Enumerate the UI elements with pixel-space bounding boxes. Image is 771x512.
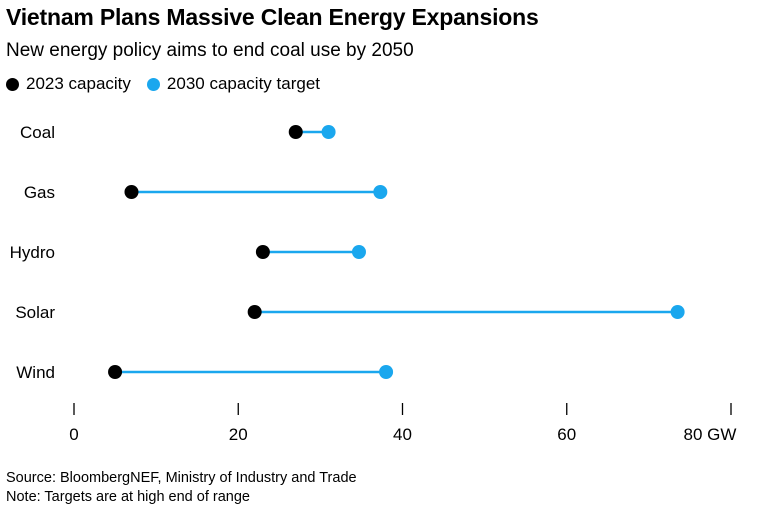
dot-2030-wind (379, 365, 394, 379)
legend-label-2030-target: 2030 capacity target (166, 74, 321, 93)
dot-2023-coal (288, 125, 303, 139)
dot-2030-gas (373, 185, 388, 199)
x-tick-label-0: 0 (69, 425, 78, 444)
footnote: Note: Targets are at high end of range (6, 489, 250, 505)
legend-item-2030-target: 2030 capacity target (146, 74, 321, 94)
x-tick-label-80: 80 GW (684, 425, 737, 444)
dot-2030-hydro (351, 245, 366, 259)
chart-subtitle: New energy policy aims to end coal use b… (6, 40, 414, 61)
dot-2023-solar (247, 305, 262, 319)
category-label-wind: Wind (16, 363, 55, 382)
dumbbell-chart: Coal Gas Hydro Solar Wind 0 20 40 60 80 GW (10, 123, 737, 444)
chart-title: Vietnam Plans Massive Clean Energy Expan… (6, 4, 539, 30)
legend-swatch-2030-target (146, 77, 160, 91)
x-tick-label-60: 60 (557, 425, 576, 444)
dot-2030-coal (321, 125, 336, 139)
dot-2023-wind (108, 365, 123, 379)
x-tick-label-40: 40 (393, 425, 412, 444)
dot-2023-gas (124, 185, 139, 199)
dot-2023-hydro (255, 245, 270, 259)
source-note: Source: BloombergNEF, Ministry of Indust… (6, 470, 357, 486)
category-label-coal: Coal (20, 123, 55, 142)
x-tick-label-20: 20 (229, 425, 248, 444)
legend-label-2023-capacity: 2023 capacity (26, 74, 131, 93)
legend-swatch-2023-capacity (6, 77, 19, 91)
category-label-hydro: Hydro (10, 243, 55, 262)
dot-2030-solar (670, 305, 685, 319)
category-label-solar: Solar (15, 303, 55, 322)
category-label-gas: Gas (24, 183, 55, 202)
legend-item-2023-capacity: 2023 capacity (6, 74, 131, 94)
chart-legend: 2023 capacity 2030 capacity target (6, 73, 336, 95)
